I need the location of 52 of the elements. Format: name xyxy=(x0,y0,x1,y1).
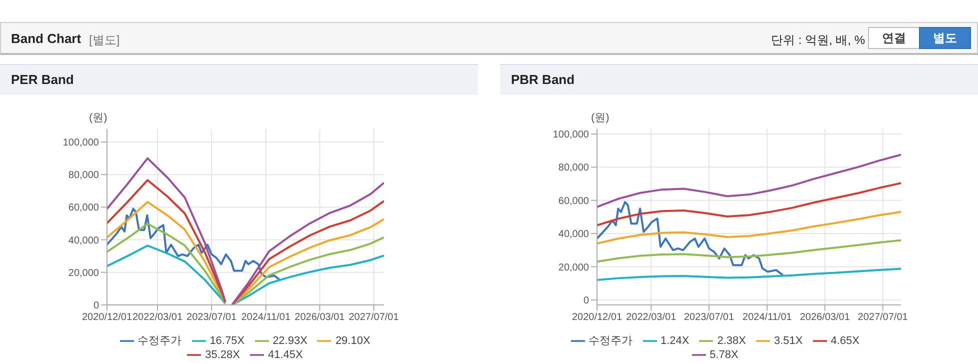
legend-label: 41.45X xyxy=(268,348,303,361)
line-series xyxy=(597,182,901,226)
legend-label: 4.65X xyxy=(830,334,860,347)
line-series xyxy=(597,210,901,245)
legend-label: 29.10X xyxy=(335,334,370,347)
x-tick-label: 2027/07/01 xyxy=(858,312,908,324)
legend-label: 35.28X xyxy=(205,348,240,361)
y-tick-label: 40,000 xyxy=(558,229,590,240)
x-tick-label: 2024/11/01 xyxy=(742,312,792,324)
y-axis-title: (원) xyxy=(89,111,108,125)
line-series xyxy=(597,201,784,276)
y-tick-label: 0 xyxy=(93,300,100,312)
x-tick-label: 2020/12/01 xyxy=(82,312,132,324)
y-tick-label: 20,000 xyxy=(558,262,590,274)
y-tick-label: 80,000 xyxy=(558,162,590,174)
text: 연결 xyxy=(868,27,920,49)
line-series xyxy=(597,239,901,263)
legend-label: 3.51X xyxy=(774,334,803,347)
x-tick-label: 2024/11/01 xyxy=(241,312,291,324)
x-tick-label: 2022/03/01 xyxy=(626,312,677,324)
x-tick-label: 2023/07/01 xyxy=(684,312,734,324)
legend-label: 수정주가 xyxy=(138,334,182,347)
text: Band Chart xyxy=(11,31,82,46)
y-tick-label: 100,000 xyxy=(62,138,100,149)
chart-title: PER Band xyxy=(0,64,478,95)
legend-label: 수정주가 xyxy=(588,334,632,347)
line-series xyxy=(597,268,901,282)
y-tick-label: 100,000 xyxy=(552,130,590,141)
y-tick-label: 0 xyxy=(583,295,590,306)
y-tick-label: 80,000 xyxy=(68,170,100,182)
text: 별도 xyxy=(919,27,971,49)
x-tick-label: 2026/03/01 xyxy=(800,312,850,324)
chart-title: PBR Band xyxy=(500,64,978,95)
y-tick-label: 60,000 xyxy=(68,202,100,214)
legend-label: 16.75X xyxy=(210,334,245,347)
text: 단위 : 억원, 배, % xyxy=(771,32,866,49)
line-series xyxy=(597,154,901,208)
x-tick-label: 2026/03/01 xyxy=(294,312,346,324)
line-series xyxy=(107,208,282,282)
legend-label: 1.24X xyxy=(660,334,690,347)
legend-label: 2.38X xyxy=(717,334,746,347)
legend-label: 5.78X xyxy=(710,348,738,361)
y-tick-label: 60,000 xyxy=(558,196,590,207)
legend-label: 22.93X xyxy=(272,334,308,347)
y-tick-label: 40,000 xyxy=(68,235,100,246)
y-tick-label: 20,000 xyxy=(68,268,100,279)
x-tick-label: 2022/03/01 xyxy=(132,312,183,324)
x-tick-label: 2020/12/01 xyxy=(572,312,622,324)
y-axis-title: (원) xyxy=(591,111,610,125)
x-tick-label: 2023/07/01 xyxy=(186,312,238,324)
text: [별도] xyxy=(89,32,120,49)
x-tick-label: 2027/07/01 xyxy=(348,312,400,324)
